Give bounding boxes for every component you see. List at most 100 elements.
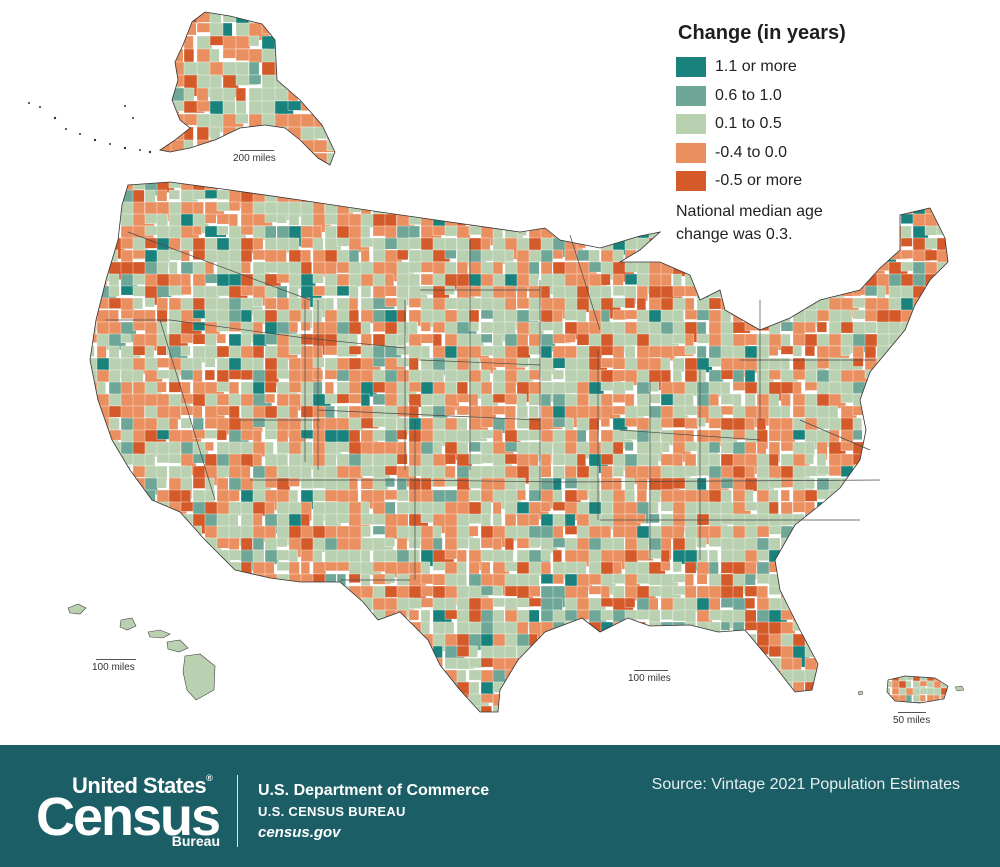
county-cell [408,465,423,477]
county-cell [600,657,623,675]
county-cell [660,189,677,210]
county-cell [276,681,292,692]
county-cell [384,489,399,500]
county-cell [900,501,915,523]
county-cell [132,693,150,712]
county-cell [108,681,127,700]
county-cell [732,249,753,268]
county-cell [444,381,457,395]
county-cell [90,429,104,443]
county-cell [192,225,202,236]
county-cell [300,645,311,660]
county-cell [144,525,158,547]
county-cell [864,669,876,683]
bureau-name: U.S. CENSUS BUREAU [258,804,406,819]
county-cell [204,213,217,224]
county-cell [360,621,379,639]
county-cell [90,549,106,560]
county-cell [947,687,948,695]
county-cell [876,453,888,470]
county-cell [156,573,173,584]
county-cell [336,645,349,667]
county-cell [396,681,408,699]
county-cell [936,381,948,394]
county-cell [780,561,796,576]
county-cell [624,681,646,698]
county-cell [132,489,144,512]
legend-label: -0.4 to 0.0 [715,143,788,161]
county-cell [864,537,881,550]
county-cell [912,309,928,319]
county-cell [235,48,251,61]
county-cell [108,525,128,545]
county-cell [360,525,371,538]
county-cell [672,333,687,344]
county-cell [852,501,869,512]
county-cell [336,513,350,524]
county-cell [264,182,281,193]
county-cell [120,429,135,444]
county-cell [90,225,95,236]
county-cell [684,621,696,640]
county-cell [696,657,718,670]
logo-census: Census [36,787,221,847]
county-cell [933,694,940,703]
county-cell [624,417,639,427]
county-cell [168,417,179,430]
county-cell [96,597,110,614]
county-cell [144,597,164,611]
county-cell [96,681,110,692]
county-cell [648,501,659,514]
county-cell [756,525,770,538]
county-cell [564,645,577,662]
county-cell [876,621,886,640]
county-cell [132,705,145,712]
county-cell [768,369,782,380]
county-cell [756,633,771,648]
county-cell [588,182,606,196]
county-cell [168,585,189,602]
county-cell [720,285,741,300]
county-cell [288,633,304,650]
county-cell [396,357,411,367]
legend-swatch [676,85,706,106]
county-cell [792,249,805,269]
county-cell [168,705,181,712]
county-cell [936,453,948,470]
county-cell [288,166,298,181]
county-cell [828,273,846,294]
county-cell [744,681,755,694]
county-cell [90,681,105,697]
county-cell [900,597,917,619]
county-cell [804,501,815,521]
county-cell [900,609,918,625]
county-cell [804,705,817,712]
county-cell [228,182,244,191]
county-cell [912,465,929,482]
county-cell [600,225,615,237]
county-cell [949,706,971,727]
county-cell [804,609,824,621]
county-cell [552,669,571,687]
county-cell [852,465,865,480]
county-cell [768,693,778,706]
county-cell [420,645,430,661]
county-cell [480,501,492,516]
county-cell [887,676,892,680]
county-cell [648,381,660,392]
county-cell [408,681,423,702]
county-cell [816,597,836,618]
county-cell [492,705,514,712]
county-cell [248,35,260,47]
county-cell [180,249,190,262]
county-cell [768,561,791,573]
county-cell [840,489,853,504]
census-bureau-logo[interactable]: United States® Census Bureau [36,773,226,853]
census-website-link[interactable]: census.gov [258,824,341,841]
county-cell [888,441,910,455]
county-cell [204,441,214,451]
county-cell [816,645,836,664]
county-cell [576,333,591,346]
county-cell [588,705,600,712]
county-cell [949,586,965,604]
